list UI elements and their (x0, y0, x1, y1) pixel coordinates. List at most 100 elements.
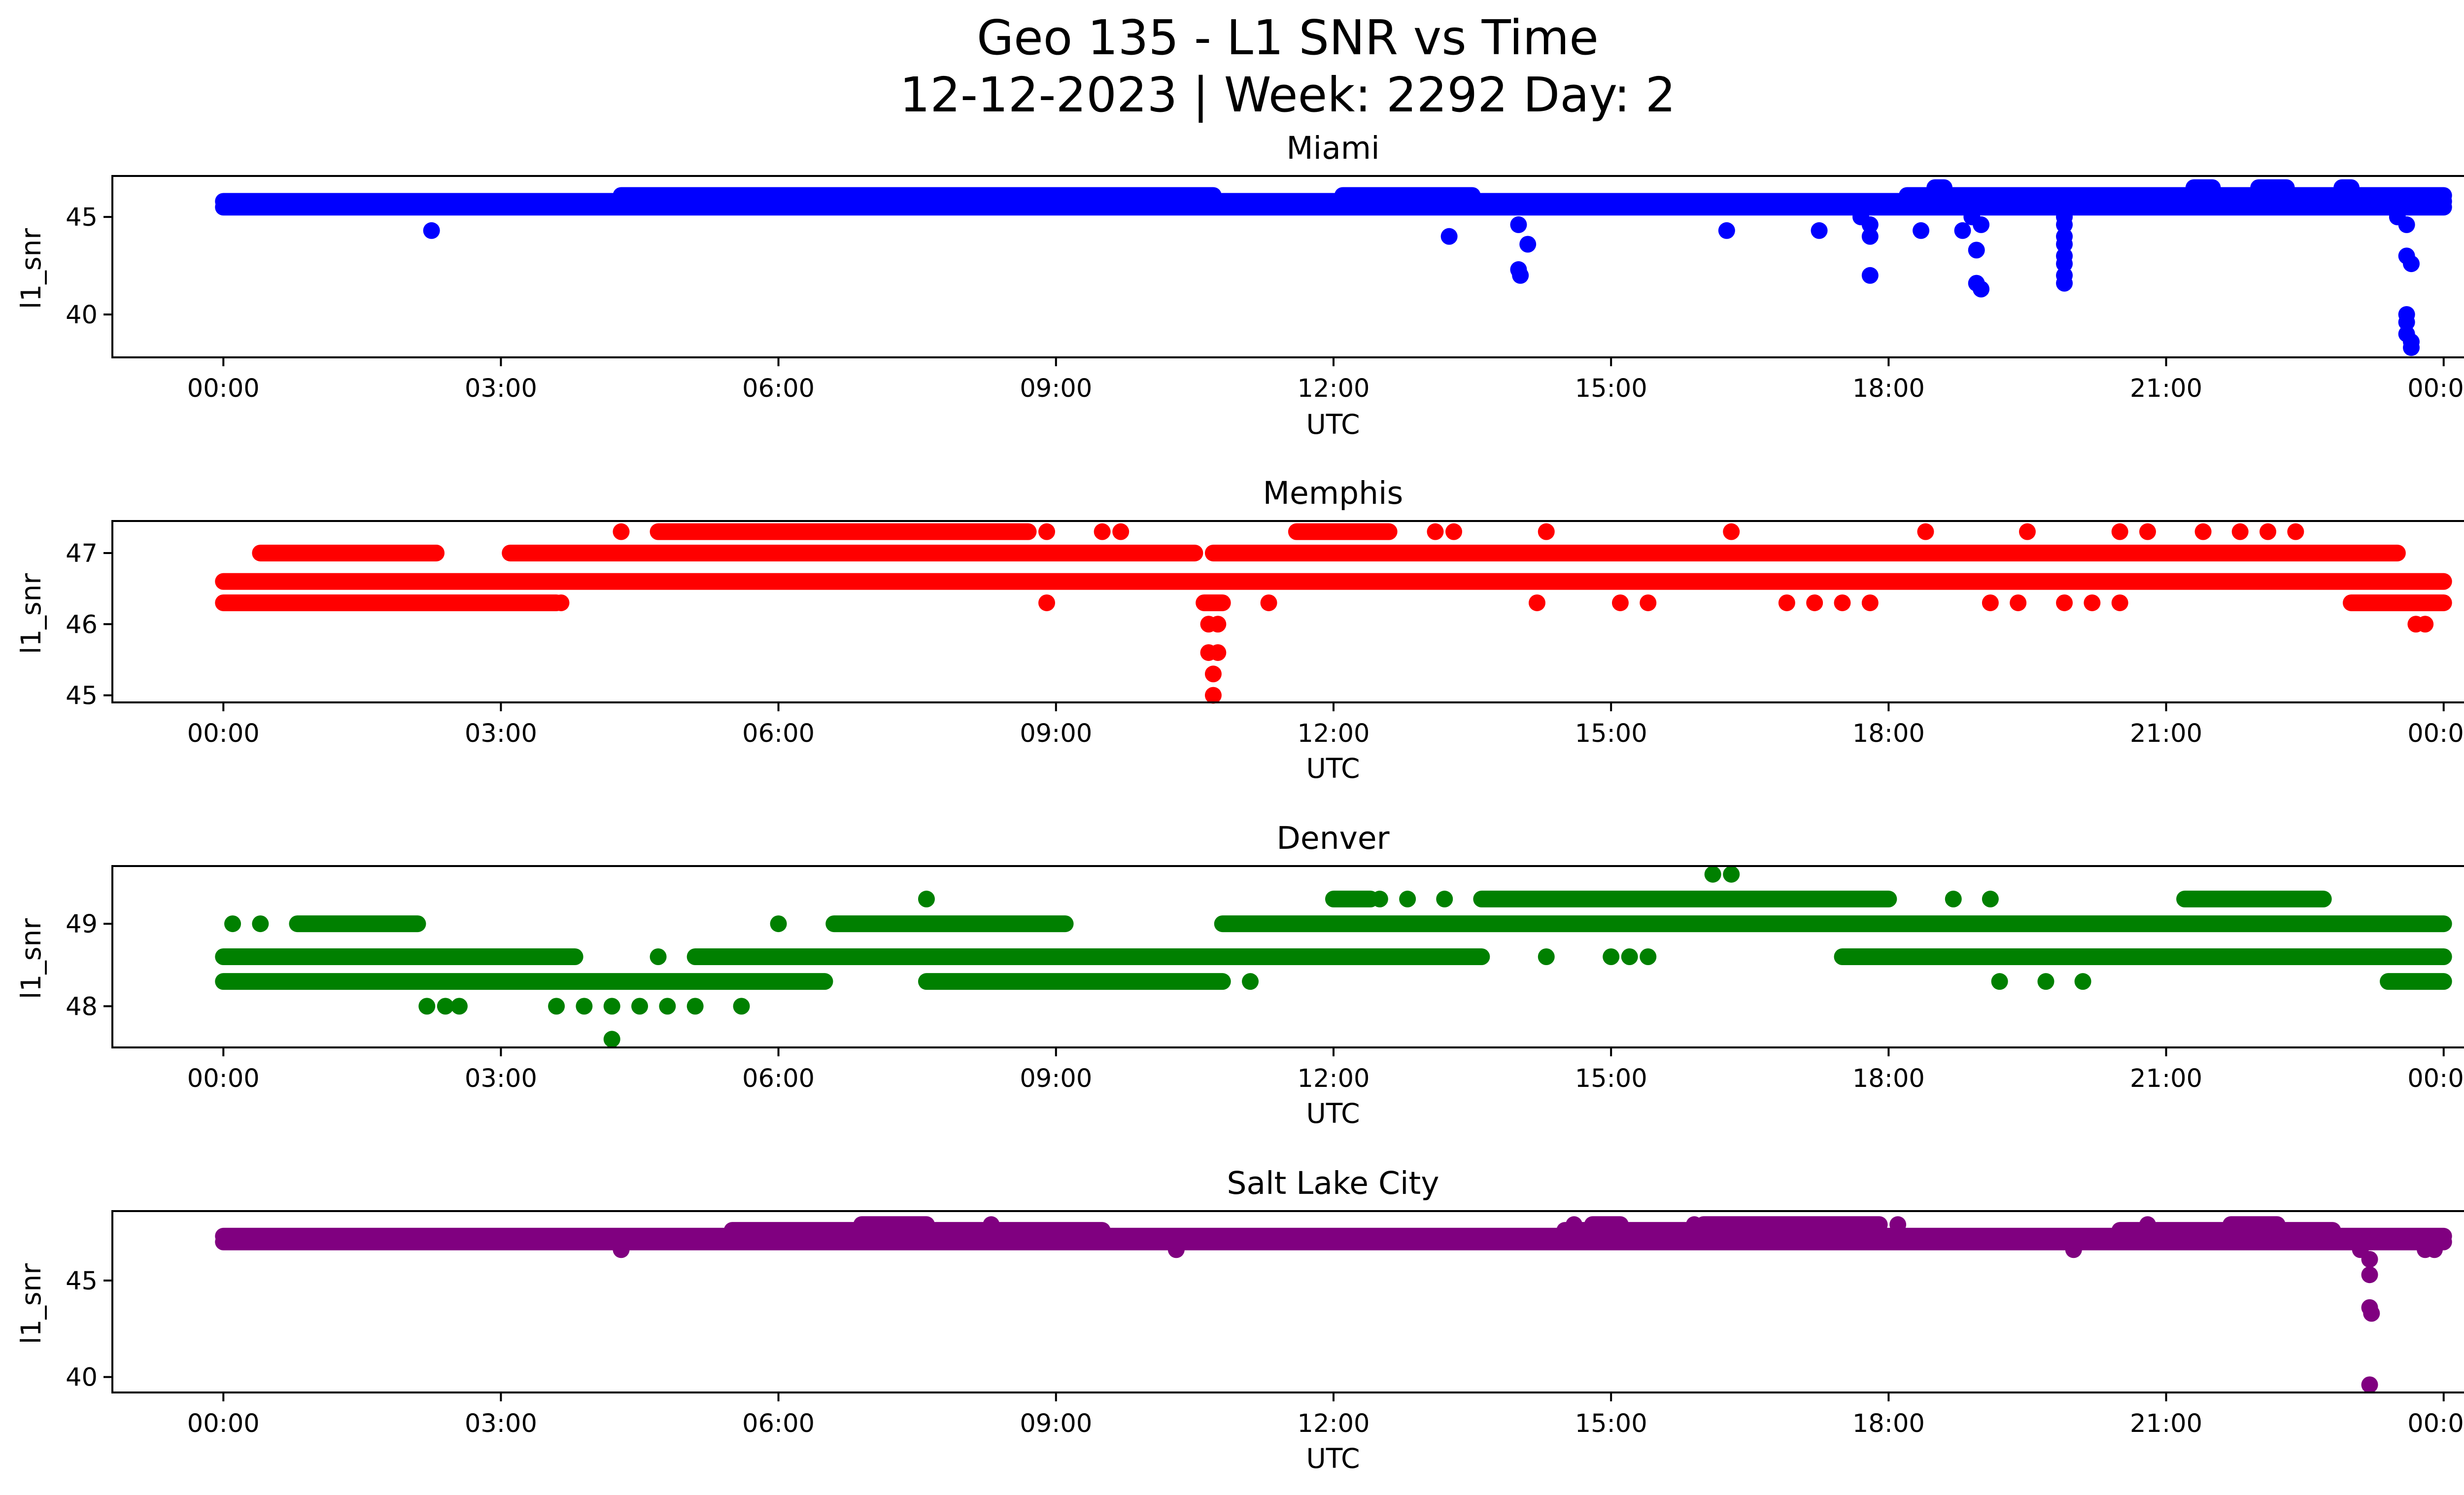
data-point (1991, 973, 2008, 990)
data-point (1640, 948, 1657, 965)
y-tick-label: 40 (66, 301, 98, 330)
data-point (2398, 313, 2415, 331)
data-point (1806, 594, 1823, 611)
data-point (1242, 973, 1259, 990)
y-axis-label: l1_snr (15, 1263, 47, 1344)
y-tick-label: 48 (66, 992, 98, 1021)
x-tick-label: 00:00 (187, 1064, 260, 1093)
data-point (2403, 339, 2420, 356)
x-tick-label: 00:00 (2407, 719, 2464, 748)
x-tick-label: 03:00 (465, 1409, 537, 1438)
data-point (1510, 216, 1527, 233)
x-axis: 00:00 03:00 06:00 09:00 12:00 15:00 18:00 21:00… (187, 1392, 2464, 1438)
data-points (215, 1216, 2452, 1393)
data-point (418, 998, 436, 1015)
data-point (552, 594, 570, 611)
data-point (2111, 523, 2128, 540)
x-tick-label: 06:00 (742, 1409, 815, 1438)
panel-denver: Denver 00:00 03:00 06:00 09:00 12:00 15:00 18:… (15, 820, 2464, 1129)
x-tick-label: 03:00 (465, 719, 537, 748)
data-points (215, 866, 2452, 1048)
x-tick-label: 00:00 (187, 719, 260, 748)
y-tick-label: 47 (66, 539, 98, 568)
data-point (2361, 1251, 2378, 1268)
data-point (1973, 216, 1990, 233)
x-tick-label: 18:00 (1852, 1409, 1925, 1438)
x-axis-label: UTC (1306, 1098, 1360, 1129)
x-tick-label: 00:00 (187, 374, 260, 403)
x-tick-label: 12:00 (1298, 719, 1370, 748)
y-tick-label: 49 (66, 910, 98, 939)
data-point (613, 1241, 630, 1258)
y-tick-label: 45 (66, 1267, 98, 1296)
chart-title-line2: 12-12-2023 | Week: 2292 Day: 2 (900, 67, 1676, 123)
x-tick-label: 12:00 (1298, 1064, 1370, 1093)
data-point (1982, 890, 1999, 907)
data-point (2056, 255, 2073, 273)
data-point (2363, 1305, 2380, 1322)
x-axis: 00:00 03:00 06:00 09:00 12:00 15:00 18:00 21:00… (187, 1047, 2464, 1093)
data-point (603, 998, 620, 1015)
x-tick-label: 21:00 (2130, 1409, 2202, 1438)
x-tick-label: 09:00 (1020, 1409, 1092, 1438)
x-tick-label: 21:00 (2130, 1064, 2202, 1093)
data-point (1954, 222, 1971, 239)
data-point (983, 1216, 1000, 1233)
data-point (631, 998, 649, 1015)
panel-title: Memphis (1263, 475, 1403, 511)
data-point (2287, 523, 2304, 540)
data-point (1204, 665, 1222, 683)
x-tick-label: 06:00 (742, 719, 815, 748)
x-tick-label: 09:00 (1020, 374, 1092, 403)
x-tick-label: 00:00 (2407, 374, 2464, 403)
data-point (1566, 1216, 1583, 1233)
y-axis: 48 49 (66, 910, 112, 1021)
data-point (733, 998, 750, 1015)
data-point (2111, 594, 2128, 611)
data-point (1209, 616, 1227, 633)
x-tick-label: 12:00 (1298, 1409, 1370, 1438)
data-point (576, 998, 593, 1015)
data-point (613, 523, 630, 540)
panel-memphis: Memphis 00:00 03:00 06:00 09:00 12:00 15:00 18… (15, 475, 2464, 784)
data-point (2065, 1241, 2082, 1258)
data-point (918, 890, 935, 907)
x-axis: 00:00 03:00 06:00 09:00 12:00 15:00 18:00 21:00… (187, 702, 2464, 748)
data-point (2019, 523, 2036, 540)
data-point (2139, 1216, 2156, 1233)
data-point (437, 998, 454, 1015)
data-point (2074, 973, 2091, 990)
x-axis: 00:00 03:00 06:00 09:00 12:00 15:00 18:00 21:00… (187, 357, 2464, 403)
data-point (1686, 1216, 1703, 1233)
data-point (2231, 523, 2249, 540)
y-axis: 40 45 (66, 1267, 112, 1392)
x-tick-label: 06:00 (742, 374, 815, 403)
y-axis-label: l1_snr (15, 228, 47, 309)
y-axis-label: l1_snr (15, 573, 47, 654)
x-tick-label: 21:00 (2130, 719, 2202, 748)
data-point (1529, 594, 1545, 611)
data-point (2426, 1241, 2443, 1258)
y-tick-label: 45 (66, 203, 98, 232)
data-point (1718, 222, 1735, 239)
data-point (1913, 222, 1930, 239)
data-point (2259, 523, 2277, 540)
data-point (603, 1031, 620, 1048)
x-tick-label: 15:00 (1575, 719, 1647, 748)
data-point (1982, 594, 1999, 611)
data-point (224, 915, 241, 933)
data-point (2084, 594, 2101, 611)
x-tick-label: 18:00 (1852, 719, 1925, 748)
data-point (1519, 236, 1537, 253)
y-axis: 45 46 47 (66, 539, 112, 711)
x-axis-label: UTC (1306, 1443, 1360, 1474)
data-point (2361, 1266, 2378, 1284)
data-point (2398, 216, 2415, 233)
data-point (423, 222, 440, 239)
data-point (1611, 594, 1629, 611)
data-point (1945, 890, 1962, 907)
data-point (1889, 1216, 1907, 1233)
data-point (1778, 594, 1795, 611)
y-axis: 40 45 (66, 203, 112, 330)
data-point (1094, 523, 1111, 540)
